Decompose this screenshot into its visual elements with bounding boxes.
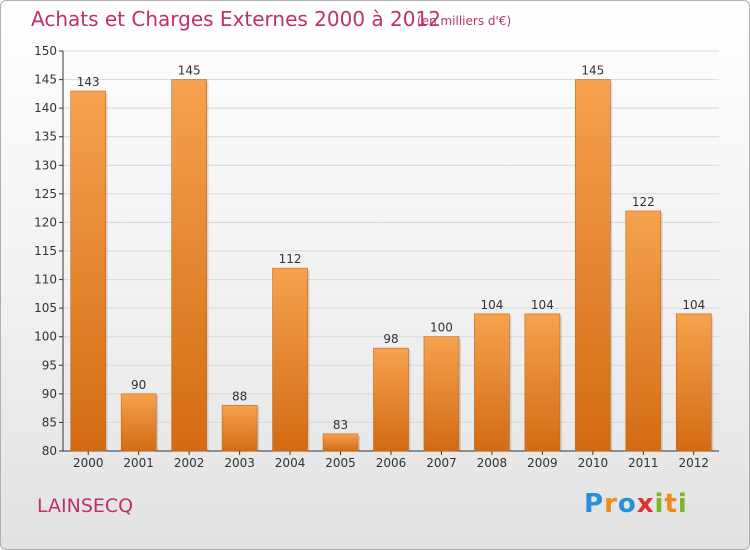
y-tick-label: 115 (34, 244, 57, 258)
y-tick-label: 90 (42, 387, 57, 401)
x-tick-label: 2009 (527, 456, 558, 470)
y-tick-label: 145 (34, 73, 57, 87)
x-tick-label: 2012 (678, 456, 709, 470)
x-tick-label: 2008 (477, 456, 508, 470)
chart-title: Achats et Charges Externes 2000 à 2012 (31, 7, 441, 31)
y-tick-label: 100 (34, 330, 57, 344)
y-tick-label: 120 (34, 215, 57, 229)
bar-2008 (474, 313, 510, 452)
y-tick-label: 135 (34, 130, 57, 144)
data-label: 122 (632, 195, 655, 209)
x-tick-label: 2011 (628, 456, 659, 470)
data-label: 100 (430, 321, 453, 335)
place-name: LAINSECQ (37, 495, 134, 517)
bars (70, 79, 714, 452)
bar-2010 (575, 79, 611, 452)
x-tick-label: 2000 (73, 456, 104, 470)
data-label: 104 (531, 298, 554, 312)
y-tick-label: 95 (42, 358, 57, 372)
data-label: 88 (232, 389, 247, 403)
data-label: 143 (77, 75, 100, 89)
x-tick-label: 2010 (578, 456, 609, 470)
data-labels: 143 90 145 88 112 83 98 100 104 104 145 122 104 (77, 64, 705, 432)
bar-2005 (322, 433, 359, 452)
y-tick-label: 110 (34, 273, 57, 287)
data-label: 145 (581, 64, 604, 78)
y-tick-label: 125 (34, 187, 57, 201)
data-label: 83 (333, 418, 348, 432)
bar-2002 (171, 79, 207, 452)
y-tick-label: 105 (34, 301, 57, 315)
data-label: 104 (682, 298, 705, 312)
data-label: 90 (131, 378, 146, 392)
bar-2006 (373, 347, 409, 452)
x-tick-label: 2002 (174, 456, 205, 470)
x-tick-label: 2006 (376, 456, 407, 470)
bar-2011 (625, 210, 662, 452)
y-tick-label: 130 (34, 158, 57, 172)
bar-2012 (675, 313, 712, 452)
y-tick-label: 140 (34, 101, 57, 115)
data-label: 104 (480, 298, 503, 312)
x-tick-label: 2005 (325, 456, 356, 470)
x-tick-label: 2003 (224, 456, 255, 470)
chart-subtitle: (en milliers d'€) (417, 14, 512, 28)
y-tick-label: 80 (42, 444, 57, 458)
data-label: 98 (383, 332, 398, 346)
x-tick-label: 2007 (426, 456, 457, 470)
bar-2001 (120, 393, 157, 452)
data-label: 145 (178, 64, 201, 78)
bar-2004 (272, 267, 308, 452)
y-tick-label: 150 (34, 44, 57, 58)
x-tick-label: 2004 (275, 456, 306, 470)
bar-2000 (70, 90, 107, 452)
x-tick-label: 2001 (123, 456, 154, 470)
bar-2003 (221, 404, 258, 452)
y-tick-label: 85 (42, 415, 57, 429)
proxiti-logo[interactable]: Proxiti (584, 489, 688, 519)
bar-2007 (423, 336, 460, 452)
data-label: 112 (279, 252, 302, 266)
bar-2009 (524, 313, 561, 452)
